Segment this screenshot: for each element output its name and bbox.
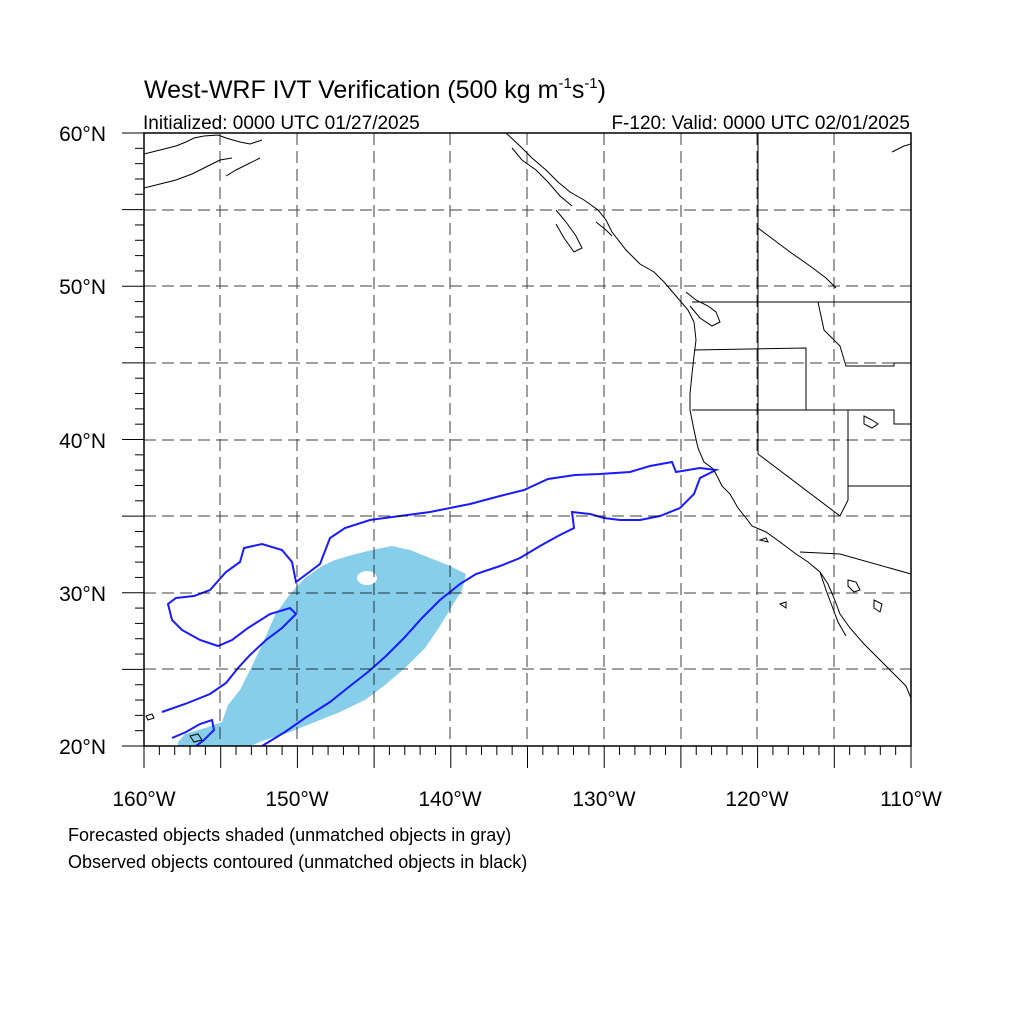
- valid-time-label: F-120: Valid: 0000 UTC 02/01/2025: [611, 113, 910, 134]
- lat-label-30n: 30°N: [59, 583, 106, 606]
- init-time-label: Initialized: 0000 UTC 01/27/2025: [143, 113, 420, 134]
- lat-label-50n: 50°N: [59, 276, 106, 299]
- axis-ticks: [122, 132, 912, 768]
- lon-label-120w: 120°W: [725, 788, 788, 811]
- lat-label-60n: 60°N: [59, 123, 106, 146]
- observed-ivt-contour: [161, 460, 720, 746]
- lon-label-130w: 130°W: [572, 788, 635, 811]
- caption-forecast: Forecasted objects shaded (unmatched obj…: [68, 825, 512, 845]
- forecast-object-hole: [357, 571, 377, 585]
- latitude-labels: 60°N 50°N 40°N 30°N 20°N: [59, 123, 106, 759]
- observed-ivt-contour-fragment: [171, 718, 216, 746]
- lat-lon-grid: [144, 133, 911, 746]
- lon-label-160w: 160°W: [112, 788, 175, 811]
- longitude-labels: 160°W 150°W 140°W 130°W 120°W 110°W: [112, 788, 942, 811]
- map-title: West-WRF IVT Verification (500 kg m-1s-1…: [144, 75, 606, 104]
- forecast-ivt-object: [178, 546, 466, 746]
- lat-label-20n: 20°N: [59, 736, 106, 759]
- lat-label-40n: 40°N: [59, 430, 106, 453]
- lon-label-110w: 110°W: [880, 788, 942, 811]
- lon-label-150w: 150°W: [265, 788, 328, 811]
- lon-label-140w: 140°W: [418, 788, 481, 811]
- caption-observed: Observed objects contoured (unmatched ob…: [68, 852, 528, 872]
